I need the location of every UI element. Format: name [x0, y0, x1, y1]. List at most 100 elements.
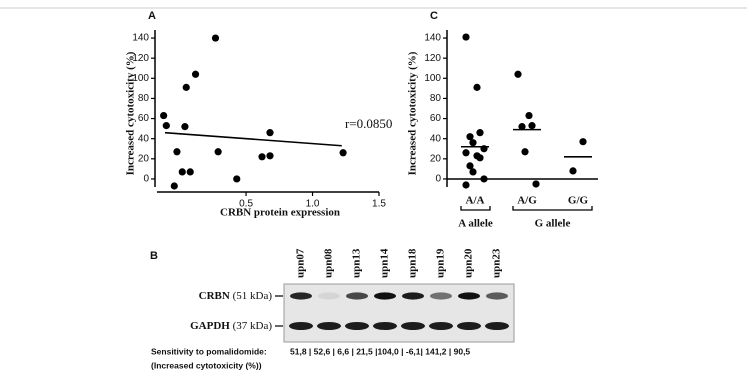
point — [186, 168, 194, 176]
lane-label: upn18 — [407, 248, 419, 278]
band — [374, 292, 396, 300]
y-tick-label: 20 — [430, 153, 442, 164]
protein-label: GAPDH (37 kDa) — [190, 320, 272, 332]
band — [457, 322, 481, 330]
x-tick-label: 1.5 — [372, 199, 386, 210]
point — [170, 182, 178, 190]
point — [339, 149, 347, 157]
y-tick-label: 140 — [132, 33, 149, 44]
y-tick-label: 100 — [424, 73, 441, 84]
band — [346, 292, 368, 300]
x-tick-label: A/G — [517, 195, 537, 207]
annotation: r=0.0850 — [345, 116, 392, 131]
x-axis-label: CRBN protein expression — [220, 207, 340, 219]
point — [462, 33, 470, 41]
band — [318, 292, 340, 300]
band — [429, 322, 453, 330]
x-tick-label: G/G — [568, 195, 589, 207]
blot-image — [283, 283, 515, 343]
y-tick-label: 140 — [424, 33, 441, 44]
point — [466, 162, 474, 170]
lane-label: upn08 — [323, 248, 335, 278]
band — [290, 292, 312, 300]
lane-label: upn20 — [463, 248, 475, 278]
band — [317, 322, 341, 330]
sensitivity-label: Sensitivity to pomalidomide: — [151, 346, 267, 356]
point — [476, 129, 484, 137]
x-tick-label: A/A — [466, 195, 485, 207]
point — [211, 34, 220, 42]
panel-letter: B — [150, 250, 158, 262]
protein-size: (37 kDa) — [233, 320, 273, 332]
point — [469, 139, 477, 147]
lane-label: upn19 — [435, 248, 447, 278]
point — [191, 70, 200, 78]
lane-label: upn14 — [379, 248, 391, 278]
y-tick-label: 40 — [430, 133, 442, 144]
sensitivity-note: (Increased cytotoxicity (%)) — [151, 360, 262, 370]
point — [532, 180, 540, 188]
y-tick-label: 60 — [430, 113, 442, 124]
band — [289, 322, 313, 330]
band — [402, 292, 424, 300]
point — [214, 148, 222, 156]
band — [345, 322, 369, 330]
point — [160, 111, 168, 120]
point — [182, 83, 190, 91]
point — [476, 154, 484, 162]
point — [469, 168, 477, 176]
band — [373, 322, 397, 330]
y-axis-label: Increased cytotoxicity (%) — [125, 51, 137, 175]
sensitivity-values: 51,8 | 52,6 | 6,6 | 21,5 |104,0 | -6,1| … — [290, 346, 470, 356]
protein-size: (51 kDa) — [233, 290, 273, 302]
x-tick-label: 0.5 — [239, 199, 253, 210]
y-tick-label: 100 — [132, 73, 149, 84]
y-tick-label: 120 — [132, 53, 149, 64]
point — [162, 122, 170, 130]
y-tick-label: 20 — [138, 153, 150, 164]
point — [181, 123, 189, 131]
panel-letter: A — [148, 10, 156, 22]
point — [528, 122, 536, 130]
point — [233, 175, 241, 183]
group-bracket — [512, 206, 593, 211]
point — [473, 83, 481, 91]
point — [518, 123, 526, 131]
group-bracket — [460, 206, 491, 211]
band — [401, 322, 425, 330]
point — [462, 181, 470, 189]
point — [521, 148, 529, 156]
lane-label: upn07 — [295, 248, 307, 278]
y-tick-label: 60 — [138, 113, 150, 124]
protein-label: CRBN (51 kDa) — [199, 290, 273, 302]
group-label: G allele — [535, 218, 571, 230]
point — [514, 70, 522, 78]
y-tick-label: 80 — [430, 93, 442, 104]
y-tick-label: 0 — [143, 174, 149, 185]
panel-letter: C — [430, 10, 438, 22]
band — [458, 292, 480, 300]
point — [466, 133, 474, 141]
point — [178, 168, 186, 176]
lane-label: upn23 — [491, 248, 503, 278]
x-tick-label: 1.0 — [306, 199, 320, 210]
point — [266, 129, 274, 137]
protein-name: CRBN — [199, 290, 230, 302]
point — [579, 138, 587, 146]
y-tick-label: 120 — [424, 53, 441, 64]
point — [462, 149, 470, 157]
y-tick-label: 80 — [138, 93, 150, 104]
y-tick-label: 0 — [435, 174, 441, 185]
y-axis-label: Increased cytotoxicity (%) — [407, 51, 419, 175]
point — [525, 111, 533, 120]
point — [173, 148, 181, 156]
band — [486, 292, 508, 300]
lane-label: upn13 — [351, 248, 363, 278]
band — [485, 322, 509, 330]
y-tick-label: 40 — [138, 133, 150, 144]
fit-line — [164, 131, 342, 147]
point — [480, 175, 488, 183]
band — [430, 292, 452, 300]
protein-name: GAPDH — [190, 320, 230, 332]
